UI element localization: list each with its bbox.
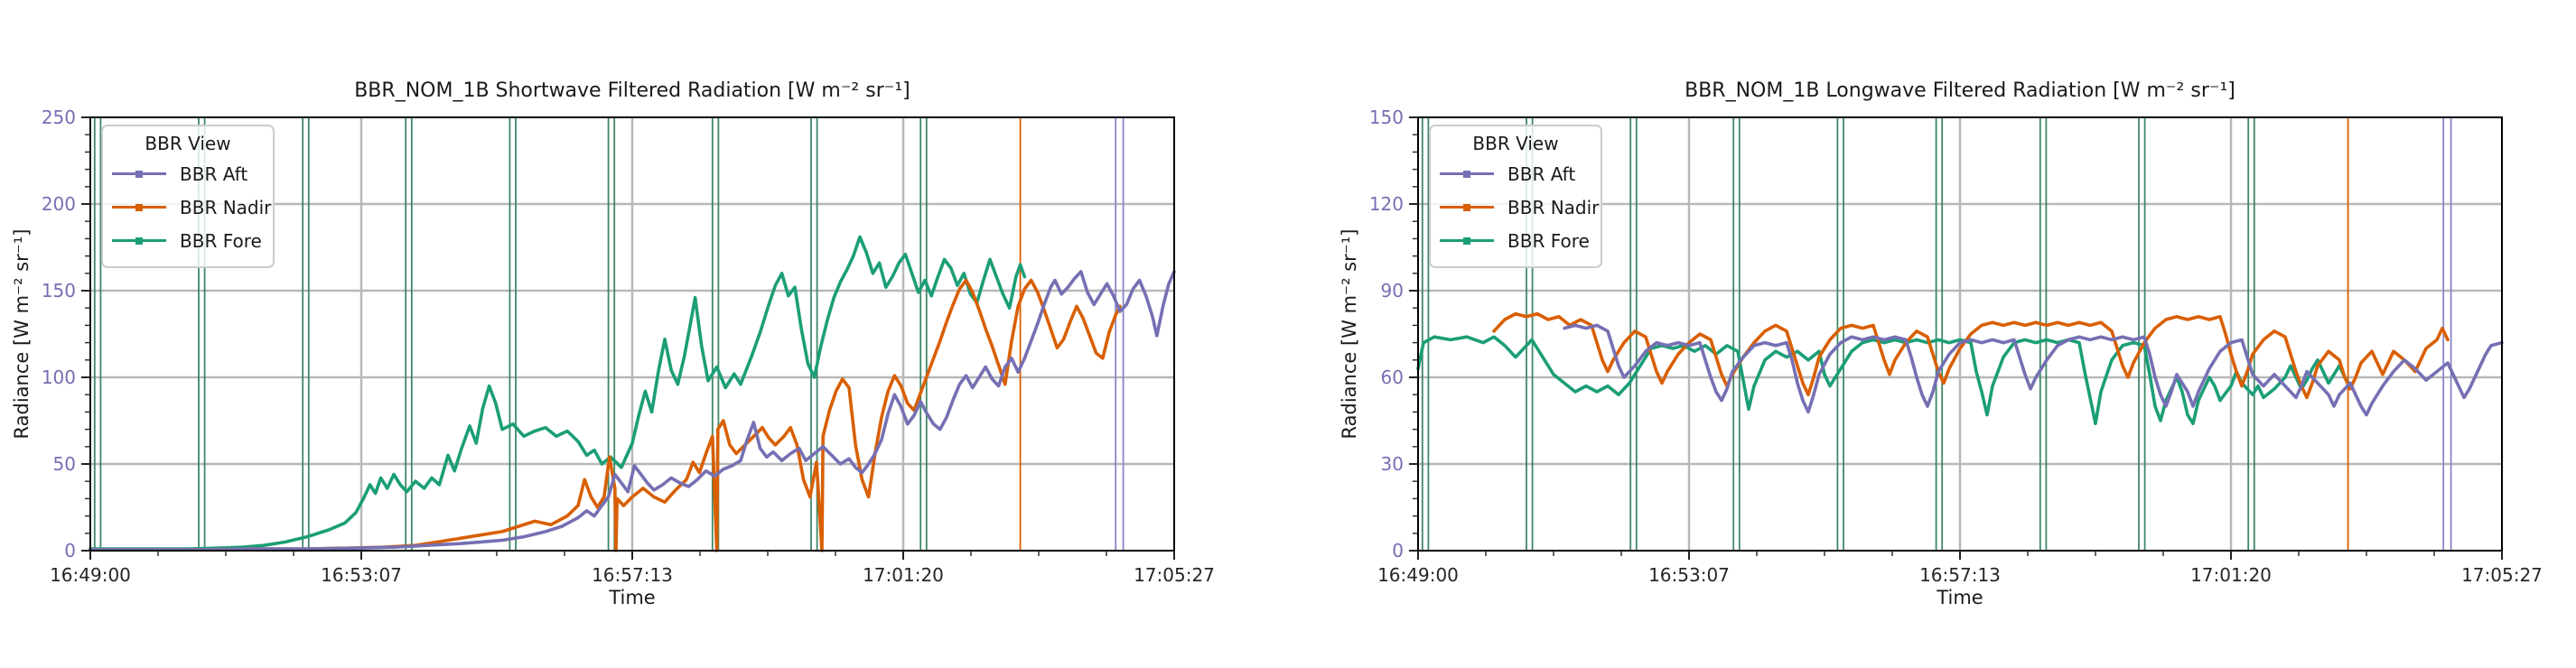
legend-line-sample-bbr-nadir (1440, 203, 1494, 211)
x-axis-tick-label: 17:05:27 (2461, 564, 2543, 586)
legend-line-sample-bbr-fore (1440, 237, 1494, 245)
series-line-bbr-nadir (1492, 311, 2450, 400)
y-axis-tick-label: 0 (64, 540, 76, 561)
x-axis-label-longwave: Time (1937, 587, 1983, 608)
x-axis-tick-label: 17:01:20 (863, 564, 944, 586)
legend-label-bbr-aft: BBR Aft (1507, 162, 1576, 185)
legend-item-bbr-nadir: BBR Nadir (1440, 190, 1599, 224)
x-axis-tick-label: 16:53:07 (1648, 564, 1730, 586)
y-axis-tick-label: 100 (42, 366, 76, 388)
chart-title-longwave: BBR_NOM_1B Longwave Filtered Radiation [… (1685, 79, 2235, 102)
y-axis-tick-label: 120 (1369, 193, 1404, 215)
x-axis-tick-label: 16:49:00 (50, 564, 131, 586)
series-line-bbr-aft (1563, 323, 2504, 417)
y-axis-tick-label: 50 (53, 453, 76, 475)
legend-label-bbr-aft: BBR Aft (180, 162, 248, 185)
legend-item-bbr-fore: BBR Fore (1440, 224, 1591, 257)
x-axis-tick-label: 17:05:27 (1134, 564, 1215, 586)
legend-marker-bbr-aft (1463, 170, 1470, 178)
x-axis-tick-label: 16:57:13 (592, 564, 673, 586)
x-axis-tick-label: 16:57:13 (1919, 564, 2001, 586)
x-axis-label-shortwave: Time (609, 587, 656, 608)
legend-label-bbr-fore: BBR Fore (180, 229, 262, 252)
legend-item-bbr-aft: BBR Aft (1440, 157, 1591, 190)
legend-title: BBR View (145, 133, 231, 154)
series-line-bbr-nadir (89, 278, 1122, 552)
y-axis-tick-label: 30 (1381, 453, 1404, 475)
y-axis-tick-label: 60 (1381, 366, 1404, 388)
y-axis-label-shortwave: Radiance [W m⁻² sr⁻¹] (11, 228, 33, 440)
legend-shortwave: BBR View BBR Aft BBR Nadir BBR Fore (101, 125, 275, 268)
chart-title-shortwave: BBR_NOM_1B Shortwave Filtered Radiation … (354, 79, 910, 102)
y-axis-tick-label: 200 (42, 193, 76, 215)
legend-item-bbr-aft: BBR Aft (112, 157, 264, 190)
y-axis-tick-label: 150 (1369, 107, 1404, 128)
x-axis-tick-label: 16:53:07 (321, 564, 402, 586)
legend-longwave: BBR View BBR Aft BBR Nadir BBR Fore (1429, 125, 1602, 268)
x-axis-tick-label: 17:01:20 (2190, 564, 2272, 586)
y-axis-tick-label: 150 (42, 280, 76, 302)
x-axis-tick-label: 16:49:00 (1377, 564, 1459, 586)
legend-line-sample-bbr-aft (112, 170, 166, 178)
y-axis-tick-label: 90 (1381, 280, 1404, 302)
series-line-bbr-fore (89, 235, 1027, 551)
legend-marker-bbr-aft (135, 170, 143, 178)
series-line-bbr-aft (89, 270, 1176, 552)
legend-label-bbr-nadir: BBR Nadir (180, 196, 272, 218)
legend-label-bbr-fore: BBR Fore (1507, 229, 1590, 252)
y-axis-label-longwave: Radiance [W m⁻² sr⁻¹] (1339, 228, 1360, 440)
legend-line-sample-bbr-aft (1440, 170, 1494, 178)
legend-line-sample-bbr-fore (112, 237, 166, 245)
y-axis-tick-label: 0 (1392, 540, 1404, 561)
legend-marker-bbr-fore (1463, 237, 1470, 245)
y-axis-tick-label: 250 (42, 107, 76, 128)
legend-item-bbr-nadir: BBR Nadir (112, 190, 271, 224)
legend-marker-bbr-nadir (135, 203, 143, 211)
legend-marker-bbr-nadir (1463, 203, 1470, 211)
legend-title: BBR View (1472, 133, 1559, 154)
legend-line-sample-bbr-nadir (112, 203, 166, 211)
legend-marker-bbr-fore (135, 237, 143, 245)
legend-label-bbr-nadir: BBR Nadir (1507, 196, 1600, 218)
legend-item-bbr-fore: BBR Fore (112, 224, 264, 257)
series-line-bbr-fore (1416, 335, 2352, 425)
